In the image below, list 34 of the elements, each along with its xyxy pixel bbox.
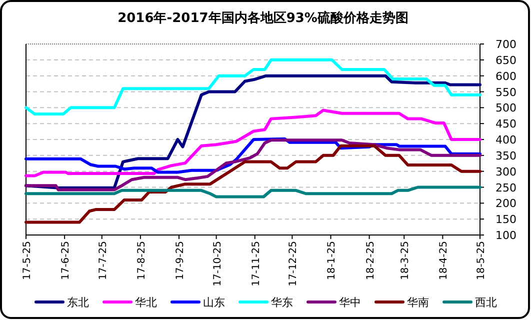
y-tick-label: 400 [496,134,516,146]
x-tick-label: 17-9-25 [174,241,186,280]
legend-label: 西北 [475,296,497,309]
y-tick-label: 100 [496,229,516,242]
y-tick-label: 350 [496,149,516,162]
x-tick-label: 17-12-25 [288,241,300,286]
legend-label: 东北 [67,296,89,309]
x-tick-label: 17-5-25 [22,241,33,280]
legend-label: 华北 [135,296,157,309]
x-tick-label: 18-2-25 [365,241,376,280]
legend-label: 华南 [407,296,429,309]
y-tick-label: 450 [496,118,516,131]
y-tick-label: 600 [496,70,516,83]
y-tick-label: 500 [496,102,516,115]
x-tick-label: 17-10-25 [212,241,224,286]
y-tick-label: 300 [496,165,516,178]
x-tick-label: 17-11-25 [250,241,262,286]
y-tick-label: 650 [496,54,516,67]
y-tick-label: 550 [496,86,516,99]
x-tick-label: 18-5-25 [476,241,487,280]
x-tick-label: 18-3-25 [400,241,412,280]
x-tick-label: 18-4-25 [438,241,450,280]
legend-label: 华中 [339,296,361,309]
x-tick-label: 17-6-25 [60,241,72,280]
legend-label: 山东 [203,296,225,309]
y-tick-label: 250 [496,181,516,194]
x-tick-label: 17-8-25 [136,241,148,280]
x-tick-label: 18-1-25 [326,241,338,280]
x-tick-label: 17-7-25 [98,241,109,280]
y-tick-label: 200 [496,197,516,210]
y-tick-label: 150 [496,213,516,226]
chart-title: 2016年-2017年国内各地区93%硫酸价格走势图 [118,10,408,26]
legend-label: 华东 [271,296,293,309]
y-tick-label: 700 [496,38,516,51]
